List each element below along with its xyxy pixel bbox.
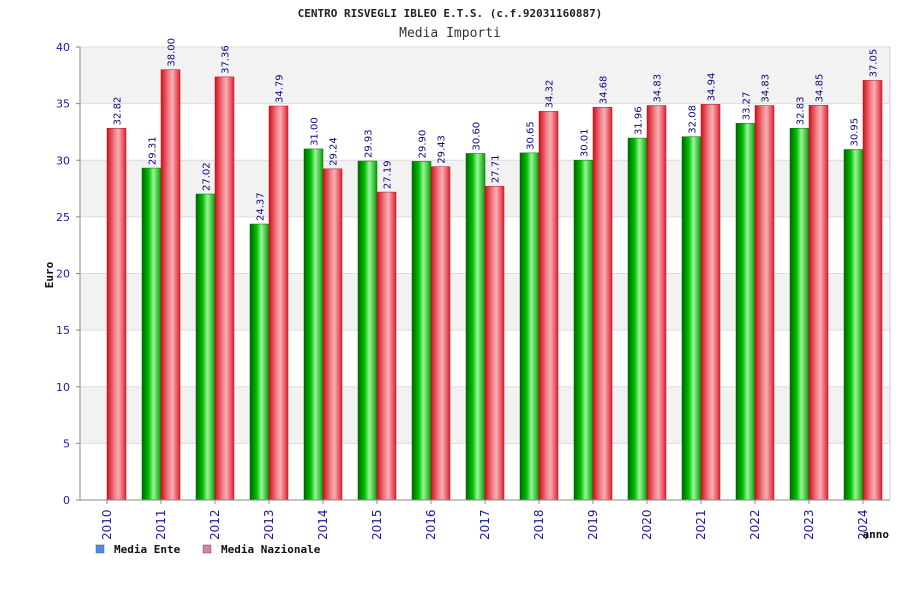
x-tick-label: 2013	[262, 509, 276, 540]
x-tick-label: 2012	[208, 509, 222, 540]
bar-media-ente-2012	[195, 193, 216, 501]
x-axis-label: anno	[863, 528, 890, 541]
y-tick-label: 20	[56, 268, 70, 281]
legend-item-media-ente: Media Ente	[95, 543, 181, 556]
value-label: 38.00	[167, 38, 178, 67]
y-tick-label: 10	[56, 381, 70, 394]
value-label: 30.65	[526, 121, 537, 150]
legend-swatch	[95, 544, 105, 554]
y-tick-label: 15	[56, 324, 70, 337]
value-label: 32.83	[796, 97, 807, 126]
bar-media-ente-2011	[141, 167, 162, 501]
bar-media-nazionale-2014	[322, 168, 343, 501]
value-label: 29.93	[364, 129, 375, 158]
value-label: 37.05	[869, 49, 880, 78]
value-label: 34.79	[275, 74, 286, 103]
y-tick-label: 30	[56, 154, 70, 167]
value-label: 31.96	[634, 106, 645, 135]
value-label: 34.83	[653, 74, 664, 103]
value-label: 27.19	[383, 160, 394, 189]
x-tick-label: 2021	[694, 509, 708, 540]
bar-media-nazionale-2020	[646, 105, 667, 501]
y-tick-label: 35	[56, 98, 70, 111]
bar-media-nazionale-2010	[106, 128, 127, 501]
x-tick-label: 2016	[424, 509, 438, 540]
value-label: 33.27	[742, 92, 753, 121]
value-label: 34.83	[761, 74, 772, 103]
x-tick-label: 2024	[856, 509, 870, 540]
bar-media-ente-2022	[735, 122, 756, 501]
x-tick-label: 2022	[748, 509, 762, 540]
legend-item-media-nazionale: Media Nazionale	[202, 543, 321, 556]
bar-media-ente-2013	[249, 223, 270, 501]
y-tick-label: 0	[63, 494, 70, 507]
x-tick-label: 2023	[802, 509, 816, 540]
x-tick-label: 2014	[316, 509, 330, 540]
y-axis-label: Euro	[43, 261, 56, 288]
x-tick-label: 2010	[100, 509, 114, 540]
bar-media-nazionale-2013	[268, 105, 289, 501]
bar-media-nazionale-2017	[484, 185, 505, 501]
legend-swatch	[202, 544, 212, 554]
value-label: 30.60	[472, 122, 483, 151]
bar-media-nazionale-2019	[592, 106, 613, 501]
x-tick-label: 2018	[532, 509, 546, 540]
chart-subtitle: Media Importi	[399, 26, 501, 41]
legend-label: Media Nazionale	[221, 543, 321, 556]
bar-media-ente-2016	[411, 161, 432, 501]
x-tick-label: 2011	[154, 509, 168, 540]
bar-media-nazionale-2022	[754, 105, 775, 501]
bar-media-nazionale-2011	[160, 69, 181, 501]
value-label: 24.37	[256, 192, 267, 221]
value-label: 29.43	[437, 135, 448, 164]
value-label: 32.08	[688, 105, 699, 134]
value-label: 29.24	[329, 137, 340, 166]
value-label: 34.94	[707, 73, 718, 102]
x-tick-label: 2020	[640, 509, 654, 540]
x-axis-ticks: 2010 2011 2012 2013 2014 2015 2016 2017 2018 2019…	[100, 500, 870, 540]
bar-media-ente-2015	[357, 160, 378, 501]
bar-media-ente-2023	[789, 127, 810, 501]
x-tick-label: 2017	[478, 509, 492, 540]
value-label: 34.32	[545, 80, 556, 109]
legend: Media Ente Media Nazionale	[95, 543, 321, 556]
value-label: 31.00	[310, 117, 321, 146]
chart-title: CENTRO RISVEGLI IBLEO E.T.S. (c.f.920311…	[298, 7, 603, 20]
value-labels: 32.82 29.31 38.00 27.02 37.36 24.37 34.79 31.00…	[113, 38, 880, 221]
value-label: 27.71	[491, 155, 502, 184]
legend-label: Media Ente	[114, 543, 181, 556]
value-label: 32.82	[113, 97, 124, 126]
bars	[106, 69, 883, 501]
bar-media-ente-2020	[627, 137, 648, 501]
bar-media-nazionale-2012	[214, 76, 235, 501]
y-tick-label: 5	[63, 437, 70, 450]
bar-media-ente-2018	[519, 152, 540, 501]
x-tick-label: 2015	[370, 509, 384, 540]
bar-media-ente-2019	[573, 159, 594, 501]
value-label: 30.01	[580, 128, 591, 157]
x-tick-label: 2019	[586, 509, 600, 540]
value-label: 34.68	[599, 76, 610, 105]
value-label: 37.36	[221, 45, 232, 74]
bar-media-ente-2024	[843, 149, 864, 501]
y-tick-label: 25	[56, 211, 70, 224]
bar-media-nazionale-2016	[430, 166, 451, 501]
bar-media-nazionale-2024	[862, 80, 883, 501]
bar-media-ente-2017	[465, 153, 486, 501]
value-label: 34.85	[815, 74, 826, 103]
bar-media-nazionale-2015	[376, 191, 397, 501]
value-label: 30.95	[850, 118, 861, 147]
value-label: 29.90	[418, 130, 429, 159]
bar-media-ente-2014	[303, 148, 324, 501]
y-tick-label: 40	[56, 41, 70, 54]
value-label: 29.31	[148, 136, 159, 165]
bar-media-nazionale-2023	[808, 105, 829, 501]
bar-media-ente-2021	[681, 136, 702, 501]
value-label: 27.02	[202, 162, 213, 191]
bar-media-nazionale-2018	[538, 111, 559, 501]
bar-media-nazionale-2021	[700, 104, 721, 501]
